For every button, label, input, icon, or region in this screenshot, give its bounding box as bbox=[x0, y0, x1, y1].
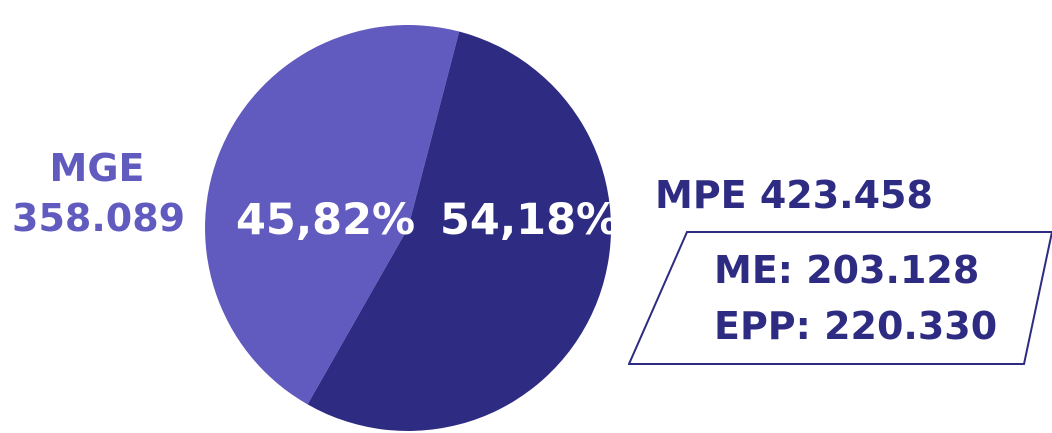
pie-slice-mge bbox=[205, 25, 460, 405]
mpe-breakdown-box: ME: 203.128 EPP: 220.330 bbox=[628, 230, 1052, 366]
mpe-label: MPE 423.458 bbox=[655, 173, 933, 217]
mge-value: 358.089 bbox=[12, 196, 186, 240]
pie-slice-mpe bbox=[307, 31, 612, 432]
epp-value: EPP: 220.330 bbox=[714, 304, 998, 348]
breakdown-box-outline bbox=[628, 231, 1052, 365]
mge-name: MGE bbox=[49, 146, 145, 190]
me-value: ME: 203.128 bbox=[714, 248, 980, 292]
slice-percent-mge: 45,82% bbox=[236, 195, 416, 245]
slice-percent-mpe: 54,18% bbox=[440, 195, 620, 245]
mge-label: MGE 358.089 bbox=[12, 143, 186, 243]
